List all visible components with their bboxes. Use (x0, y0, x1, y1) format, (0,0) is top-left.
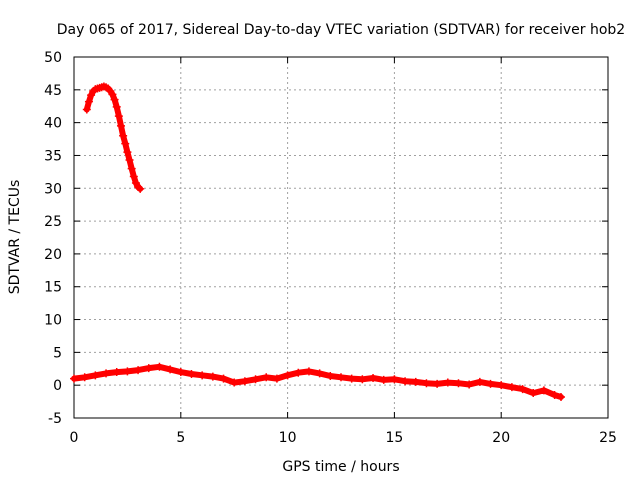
data-point (283, 371, 292, 380)
series-low-band-trace (71, 363, 564, 400)
y-tick-label: 25 (44, 214, 62, 230)
data-point (119, 131, 128, 140)
data-point (125, 156, 134, 165)
y-tick-label: 5 (53, 345, 62, 361)
data-point (433, 379, 442, 388)
data-point (518, 385, 527, 394)
data-point (155, 362, 164, 371)
y-tick-label: 0 (53, 378, 62, 394)
data-point (144, 364, 153, 373)
x-tick-label: 10 (279, 430, 297, 446)
data-point (486, 379, 495, 388)
y-tick-label: 15 (44, 280, 62, 296)
data-point (401, 377, 410, 386)
data-point (208, 372, 217, 381)
data-point (507, 383, 516, 392)
x-tick-label: 5 (176, 430, 185, 446)
data-point (304, 367, 313, 376)
data-point (123, 367, 132, 376)
y-tick-label: 35 (44, 148, 62, 164)
data-point (251, 375, 260, 384)
data-point (82, 105, 91, 114)
data-point (84, 97, 93, 106)
data-point (379, 375, 388, 384)
data-point (219, 374, 228, 383)
data-point (102, 369, 111, 378)
data-point (129, 172, 138, 181)
data-point (198, 371, 207, 380)
data-point (123, 148, 132, 157)
data-point (240, 377, 249, 386)
y-tick-label: 45 (44, 83, 62, 99)
y-tick-label: 20 (44, 247, 62, 263)
data-point (166, 365, 175, 374)
x-tick-label: 20 (492, 430, 510, 446)
series-high-arc-trace (83, 83, 144, 192)
data-point (550, 391, 559, 400)
data-point (369, 373, 378, 382)
data-point (116, 121, 125, 130)
data-point (110, 95, 119, 104)
data-point (121, 139, 130, 148)
x-axis-label: GPS time / hours (282, 459, 399, 475)
data-point (70, 374, 78, 383)
data-point (112, 102, 121, 111)
data-point (390, 375, 399, 384)
data-point (114, 112, 123, 121)
data-point (337, 373, 345, 382)
x-tick-label: 25 (599, 430, 617, 446)
data-point (315, 369, 324, 378)
data-point (112, 368, 121, 377)
y-axis-label: SDTVAR / TECUs (7, 180, 23, 295)
data-point (272, 374, 281, 383)
data-points (70, 82, 566, 401)
data-point (176, 368, 185, 377)
data-point (134, 366, 143, 375)
plot-frame (73, 56, 609, 419)
data-point (127, 164, 136, 173)
x-tick-label: 0 (70, 430, 79, 446)
data-point (136, 184, 145, 193)
y-tick-label: 40 (44, 116, 62, 132)
axis-ticks: 0 5 10 15 20 25 -5 0 5 10 15 20 25 30 35 40 45 50 (44, 50, 617, 446)
data-point (294, 368, 303, 377)
data-point (465, 380, 474, 389)
data-point (454, 379, 463, 388)
y-tick-label: 30 (44, 181, 62, 197)
x-tick-label: 15 (385, 430, 403, 446)
data-point (91, 371, 100, 380)
data-point (529, 389, 538, 398)
y-tick-label: 50 (44, 50, 62, 66)
data-point (539, 386, 548, 395)
data-point (326, 371, 335, 380)
data-point (347, 374, 356, 383)
data-point (411, 377, 420, 386)
data-point (80, 373, 89, 382)
data-point (187, 370, 196, 379)
data-point (475, 377, 484, 386)
y-tick-label: 10 (44, 313, 62, 329)
grid (74, 57, 608, 418)
data-point (358, 375, 367, 384)
data-point (422, 379, 431, 388)
data-point (108, 90, 117, 99)
data-point (230, 378, 239, 387)
data-point (443, 378, 452, 387)
y-tick-label: -5 (48, 411, 62, 427)
data-point (497, 381, 506, 390)
data-point (262, 373, 271, 382)
data-point (557, 392, 566, 401)
chart-title: Day 065 of 2017, Sidereal Day-to-day VTE… (57, 22, 625, 38)
